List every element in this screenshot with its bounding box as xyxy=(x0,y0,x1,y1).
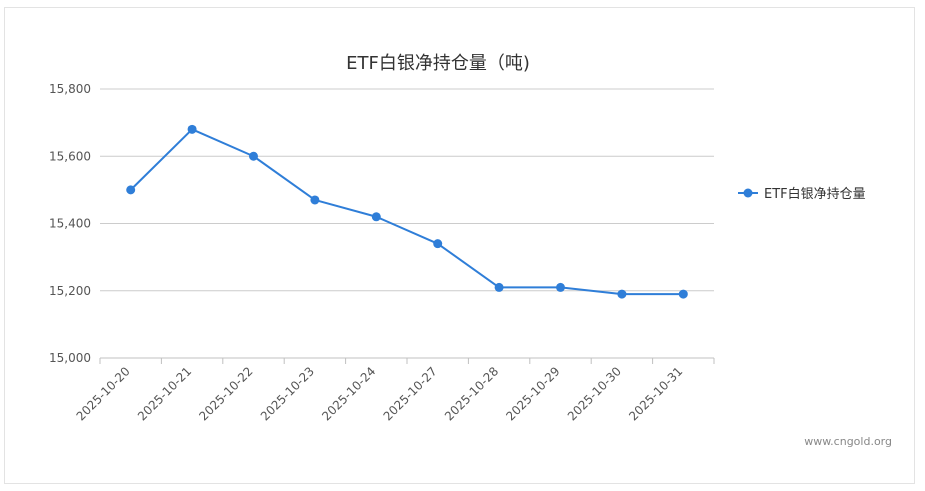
data-point[interactable] xyxy=(494,282,504,292)
y-tick-label: 15,000 xyxy=(49,351,91,365)
data-point[interactable] xyxy=(678,289,688,299)
y-axis: 15,000 15,200 15,400 15,600 15,800 xyxy=(49,82,91,365)
x-tick-label: 2025-10-23 xyxy=(258,364,317,423)
data-point[interactable] xyxy=(556,282,565,292)
data-point[interactable] xyxy=(617,289,627,299)
y-tick-label: 15,800 xyxy=(49,82,91,96)
x-tick-label: 2025-10-24 xyxy=(319,364,378,423)
chart-container xyxy=(4,7,915,484)
x-tick-label: 2025-10-21 xyxy=(135,364,194,423)
legend-marker-icon xyxy=(743,188,753,198)
legend-label: ETF白银净持仓量 xyxy=(764,186,866,202)
x-tick-label: 2025-10-20 xyxy=(74,364,133,423)
data-point[interactable] xyxy=(310,195,320,205)
y-tick-label: 15,400 xyxy=(49,217,91,231)
y-tick-label: 15,600 xyxy=(49,149,91,163)
series-layer xyxy=(126,124,688,299)
grid-lines xyxy=(100,88,714,359)
site-credit: www.cngold.org xyxy=(804,435,892,448)
x-tick-label: 2025-10-28 xyxy=(442,364,501,423)
x-tick-label: 2025-10-22 xyxy=(196,364,255,423)
x-tick-label: 2025-10-30 xyxy=(565,364,624,423)
data-point[interactable] xyxy=(249,151,258,161)
x-tick-label: 2025-10-29 xyxy=(503,364,562,423)
x-axis: 2025-10-20 2025-10-21 2025-10-22 2025-10-23… xyxy=(74,358,715,423)
data-point[interactable] xyxy=(371,212,381,222)
x-tick-label: 2025-10-31 xyxy=(626,364,685,423)
data-point[interactable] xyxy=(433,239,443,249)
chart-title: ETF白银净持仓量（吨) xyxy=(346,53,530,74)
data-point[interactable] xyxy=(187,124,197,134)
legend[interactable]: ETF白银净持仓量 xyxy=(738,186,866,202)
y-tick-label: 15,200 xyxy=(49,284,91,298)
data-point[interactable] xyxy=(126,185,136,195)
x-tick-label: 2025-10-27 xyxy=(381,364,440,423)
series-line xyxy=(129,128,684,296)
